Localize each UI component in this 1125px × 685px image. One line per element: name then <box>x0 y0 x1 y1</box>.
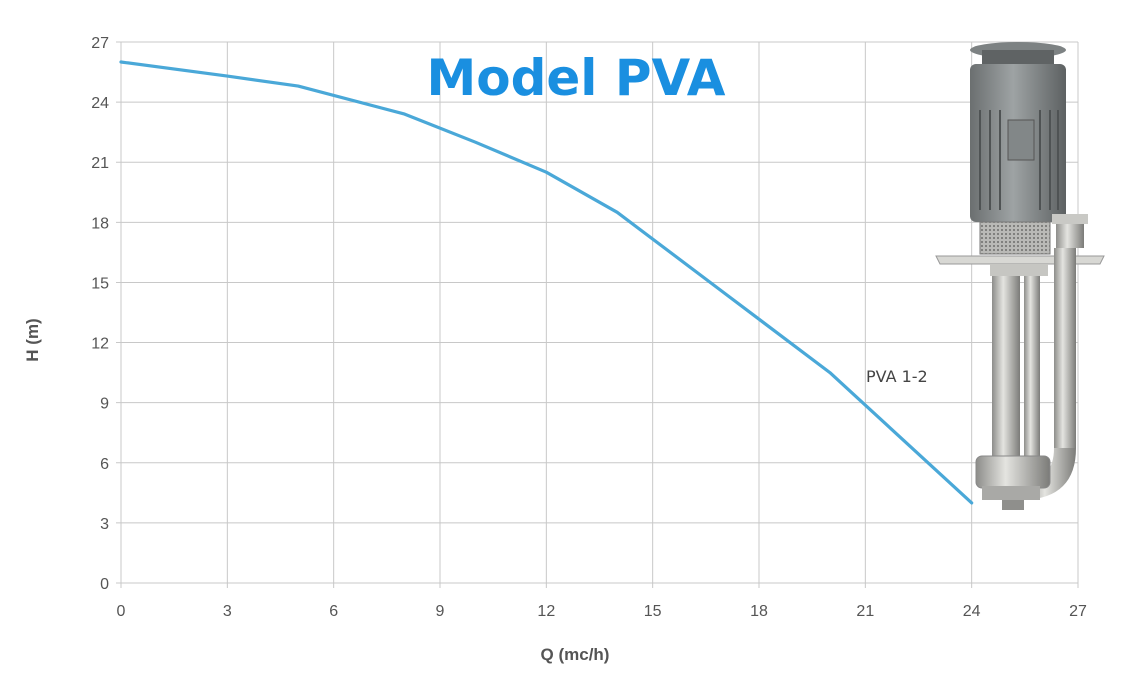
series-line-pva-1-2 <box>119 60 974 505</box>
y-axis-title: H (m) <box>23 318 42 361</box>
y-tick-label: 3 <box>100 516 109 533</box>
y-tick-label: 6 <box>100 456 109 473</box>
y-tick-label: 18 <box>91 215 109 232</box>
y-tick-label: 21 <box>91 155 109 172</box>
y-tick-label: 27 <box>91 35 109 52</box>
x-tick-label: 9 <box>436 603 445 620</box>
submersible-pump-photo <box>935 42 1105 510</box>
y-tick-label: 15 <box>91 275 109 292</box>
x-tick-label: 27 <box>1069 603 1087 620</box>
series-label: PVA 1-2 <box>866 367 928 386</box>
x-tick-label: 3 <box>223 603 232 620</box>
y-tick-label: 24 <box>91 95 109 112</box>
chart-title: Model PVA <box>427 49 726 107</box>
x-tick-label: 0 <box>117 603 126 620</box>
x-tick-label: 21 <box>856 603 874 620</box>
x-tick-label: 24 <box>963 603 981 620</box>
x-tick-label: 6 <box>329 603 338 620</box>
x-axis-title: Q (mc/h) <box>541 645 610 664</box>
grid <box>116 41 1079 588</box>
x-tick-label: 12 <box>537 603 555 620</box>
series-layer <box>119 60 974 505</box>
y-tick-label: 9 <box>100 396 109 413</box>
y-tick-label: 0 <box>100 576 109 593</box>
x-tick-label: 18 <box>750 603 768 620</box>
y-tick-label: 12 <box>91 336 109 353</box>
x-tick-label: 15 <box>644 603 662 620</box>
axes: 0 3 6 9 12 15 18 21 24 27 0 3 6 9 12 15 18 21 24 27 <box>91 35 1087 620</box>
